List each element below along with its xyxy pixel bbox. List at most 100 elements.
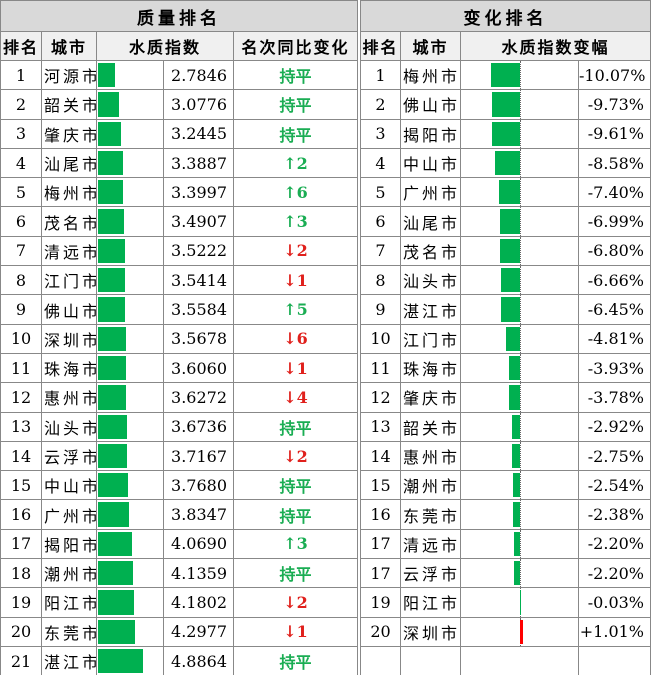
city-cell: 揭阳市 [400, 118, 461, 149]
rank-cell: 3 [0, 118, 42, 149]
data-bar-cell [96, 323, 164, 354]
city-cell: 东莞市 [400, 499, 461, 530]
rank-change-cell: ↓2 [233, 440, 358, 472]
table-row: 10 深圳市 3.5678 ↓6 [0, 323, 358, 354]
city-cell: 揭阳市 [41, 528, 97, 560]
data-bar-cell [460, 411, 579, 442]
rank-change-cell: 持平 [233, 118, 358, 149]
table-row: 12 惠州市 3.6272 ↓4 [0, 382, 358, 413]
rank-change-cell: ↓2 [233, 235, 358, 267]
data-bar-cell [96, 177, 164, 208]
data-bar-cell [460, 587, 579, 618]
data-bar-cell [96, 440, 164, 472]
rank-change-cell: ↑3 [233, 206, 358, 237]
index-value: 4.8864 [163, 645, 234, 675]
data-bar [491, 92, 520, 117]
empty-cell [400, 645, 461, 675]
table-row: 17 清远市 -2.20% [360, 528, 651, 560]
rank-cell: 6 [0, 206, 42, 237]
data-bar [98, 443, 128, 469]
city-cell: 潮州市 [400, 470, 461, 501]
data-bar-cell [96, 265, 164, 296]
data-bar [98, 268, 126, 293]
change-percent: -3.78% [578, 382, 651, 413]
data-bar [513, 531, 520, 557]
data-bar [506, 326, 520, 351]
city-cell: 中山市 [41, 470, 97, 501]
index-value: 4.2977 [163, 616, 234, 647]
index-value: 3.3887 [163, 147, 234, 179]
table-row: 2 佛山市 -9.73% [360, 89, 651, 120]
rank-change-cell: ↓1 [233, 352, 358, 384]
zero-axis-line [520, 295, 521, 324]
header-city: 城市 [41, 31, 97, 61]
city-cell: 河源市 [41, 59, 97, 91]
city-cell: 广州市 [41, 499, 97, 530]
data-bar-cell [96, 616, 164, 647]
data-bar-cell [460, 206, 579, 237]
city-cell: 韶关市 [400, 411, 461, 442]
city-cell: 梅州市 [400, 59, 461, 91]
zero-axis-line [520, 178, 521, 206]
data-bar [490, 63, 520, 88]
rank-change-cell: ↑3 [233, 528, 358, 560]
table-row: 6 茂名市 3.4907 ↑3 [0, 206, 358, 237]
quality-ranking-table: 质量排名 排名 城市 水质指数 名次同比变化 1 河源市 2.7846 持平 2 … [0, 0, 358, 675]
table-row: 18 潮州市 4.1359 持平 [0, 558, 358, 589]
data-bar [98, 297, 126, 322]
city-cell: 茂名市 [41, 206, 97, 237]
index-value: 3.7680 [163, 470, 234, 501]
header-index: 水质指数 [96, 31, 234, 61]
data-bar-cell [460, 89, 579, 120]
data-bar [98, 63, 116, 88]
index-value: 3.5222 [163, 235, 234, 267]
table-row: 20 东莞市 4.2977 ↓1 [0, 616, 358, 647]
change-ranking-table: 变化排名 排名 城市 水质指数变幅 1 梅州市 -10.07% 2 佛山市 -9.… [360, 0, 651, 675]
zero-axis-line [520, 413, 521, 441]
table-row: 20 深圳市 +1.01% [360, 616, 651, 647]
rank-cell: 12 [0, 382, 42, 413]
rank-change-cell: ↓2 [233, 587, 358, 618]
data-bar-cell [460, 558, 579, 589]
rank-change-cell: 持平 [233, 411, 358, 442]
city-cell: 珠海市 [400, 352, 461, 384]
data-bar-cell [460, 528, 579, 560]
data-bar [98, 561, 134, 586]
change-percent: -9.61% [578, 118, 651, 149]
data-bar [498, 180, 520, 205]
data-bar [508, 355, 520, 381]
index-value: 3.5584 [163, 294, 234, 325]
zero-axis-line [520, 237, 521, 265]
rank-cell: 10 [360, 323, 401, 354]
change-percent: -6.99% [578, 206, 651, 237]
table-row: 11 珠海市 -3.93% [360, 352, 651, 384]
header-rank-change: 名次同比变化 [233, 31, 358, 61]
change-ranking-title: 变化排名 [360, 0, 651, 32]
table-row: 14 云浮市 3.7167 ↓2 [0, 440, 358, 472]
data-bar-cell [460, 294, 579, 325]
zero-axis-line [520, 530, 521, 558]
index-value: 3.6060 [163, 352, 234, 384]
data-bar-cell [96, 499, 164, 530]
table-row: 10 江门市 -4.81% [360, 323, 651, 354]
rank-cell: 9 [0, 294, 42, 325]
city-cell: 汕头市 [41, 411, 97, 442]
rank-cell: 20 [360, 616, 401, 647]
city-cell: 清远市 [41, 235, 97, 267]
empty-row [360, 645, 651, 675]
rank-cell: 17 [360, 558, 401, 589]
rank-change-cell: 持平 [233, 645, 358, 675]
city-cell: 云浮市 [400, 558, 461, 589]
index-value: 4.0690 [163, 528, 234, 560]
quality-ranking-title: 质量排名 [0, 0, 358, 32]
rank-cell: 16 [360, 499, 401, 530]
rank-cell: 18 [0, 558, 42, 589]
rank-change-cell: ↓4 [233, 382, 358, 413]
data-bar-cell [96, 528, 164, 560]
change-percent: -10.07% [578, 59, 651, 91]
change-percent: -3.93% [578, 352, 651, 384]
zero-axis-line [520, 207, 521, 236]
city-cell: 广州市 [400, 177, 461, 208]
data-bar [513, 561, 520, 586]
